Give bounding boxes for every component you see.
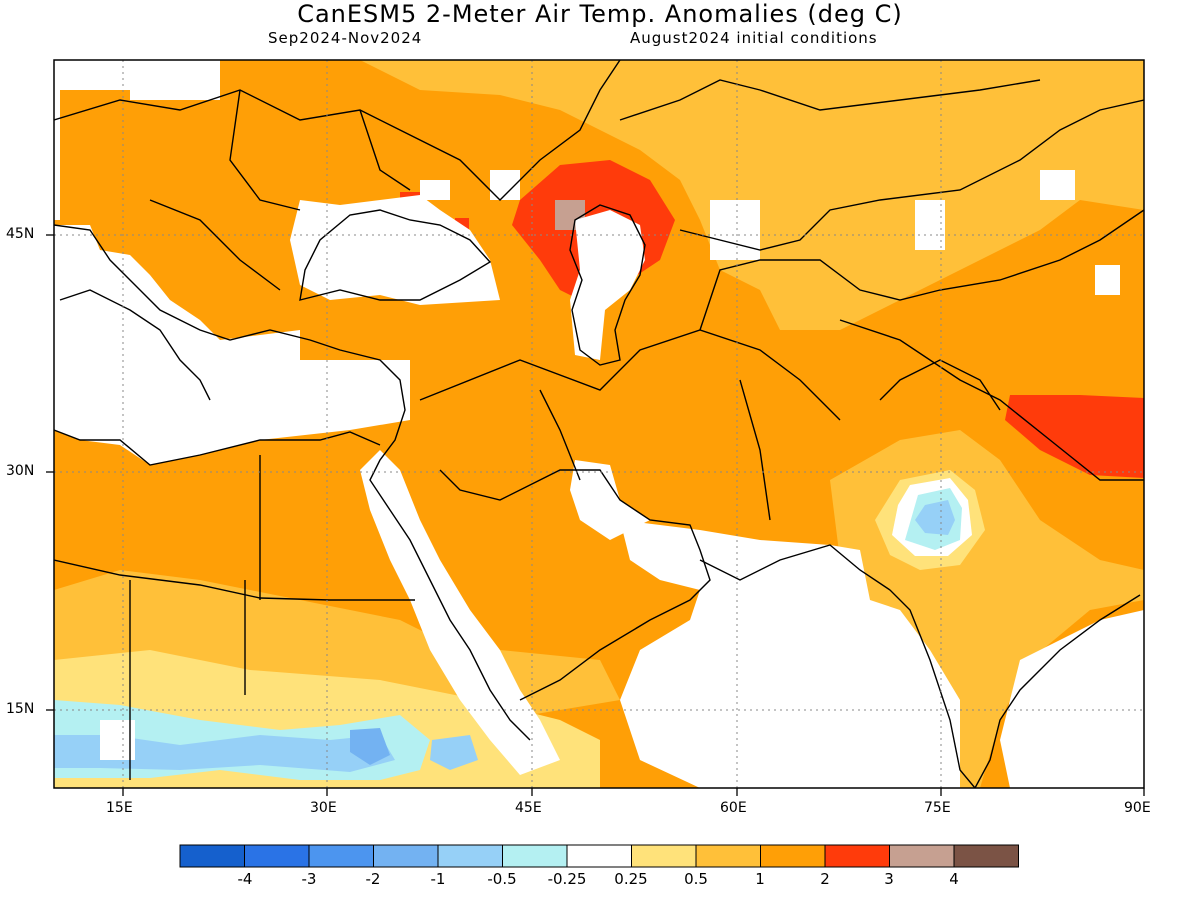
initial-conditions: August2024 initial conditions (630, 29, 878, 47)
lat-label-15n: 15N (6, 701, 35, 717)
colorbar-swatch (373, 844, 439, 868)
colorbar-label: -0.5 (487, 870, 517, 888)
colorbar-swatch (437, 844, 503, 868)
lat-label-30n: 30N (6, 463, 35, 479)
axis-ticks (46, 234, 1145, 796)
lon-label-60e: 60E (720, 800, 747, 816)
lon-label-15e: 15E (106, 800, 133, 816)
map-title: CanESM5 2-Meter Air Temp. Anomalies (deg… (297, 0, 903, 28)
colorbar-label: 0.25 (614, 870, 648, 888)
colorbar-label: -4 (237, 870, 253, 888)
lon-label-90e: 90E (1124, 800, 1151, 816)
colorbar-label: 0.5 (684, 870, 708, 888)
map-frame (53, 59, 1145, 789)
colorbar-swatch (824, 844, 890, 868)
colorbar-label: 2 (820, 870, 830, 888)
lon-label-45e: 45E (515, 800, 542, 816)
colorbar-swatch (953, 844, 1019, 868)
lon-label-30e: 30E (310, 800, 337, 816)
colorbar-swatch (760, 844, 826, 868)
colorbar-swatch (179, 844, 245, 868)
grid-lines (54, 60, 1144, 788)
lon-label-75e: 75E (924, 800, 951, 816)
colorbar-swatch (631, 844, 697, 868)
colorbar (179, 844, 1019, 868)
colorbar-swatch (889, 844, 955, 868)
lat-label-45n: 45N (6, 226, 35, 242)
colorbar-label: -2 (365, 870, 381, 888)
map-field (54, 60, 1144, 788)
colorbar-label: -3 (301, 870, 317, 888)
forecast-period: Sep2024-Nov2024 (268, 29, 423, 47)
colorbar-label: -1 (430, 870, 446, 888)
colorbar-label: 1 (755, 870, 765, 888)
colorbar-label: 3 (884, 870, 894, 888)
colorbar-swatch (308, 844, 374, 868)
colorbar-swatch (566, 844, 632, 868)
colorbar-swatch (244, 844, 310, 868)
colorbar-label: 4 (949, 870, 959, 888)
colorbar-swatch (695, 844, 761, 868)
colorbar-swatch (502, 844, 568, 868)
colorbar-label: -0.25 (547, 870, 587, 888)
coastlines (54, 60, 1144, 788)
